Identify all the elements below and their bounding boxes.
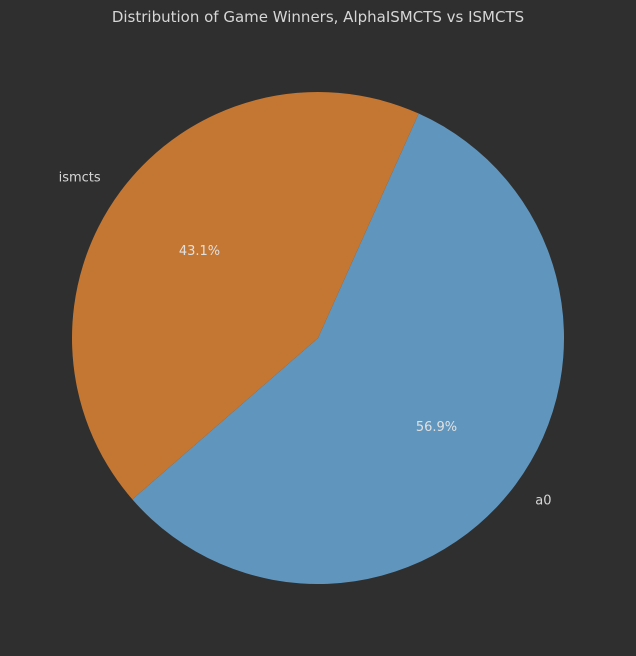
- pie-slice-a0: [132, 113, 565, 585]
- slice-label-ismcts: ismcts: [59, 171, 101, 186]
- pie-labels: a0 56.9% ismcts 43.1%: [59, 171, 552, 509]
- slice-label-a0: a0: [535, 493, 551, 508]
- pct-label-a0: 56.9%: [416, 420, 457, 435]
- pct-label-ismcts: 43.1%: [179, 244, 220, 259]
- pie-slice-ismcts: [72, 92, 419, 500]
- chart-title: Distribution of Game Winners, AlphaISMCT…: [112, 8, 524, 26]
- pie-slices: [72, 92, 565, 585]
